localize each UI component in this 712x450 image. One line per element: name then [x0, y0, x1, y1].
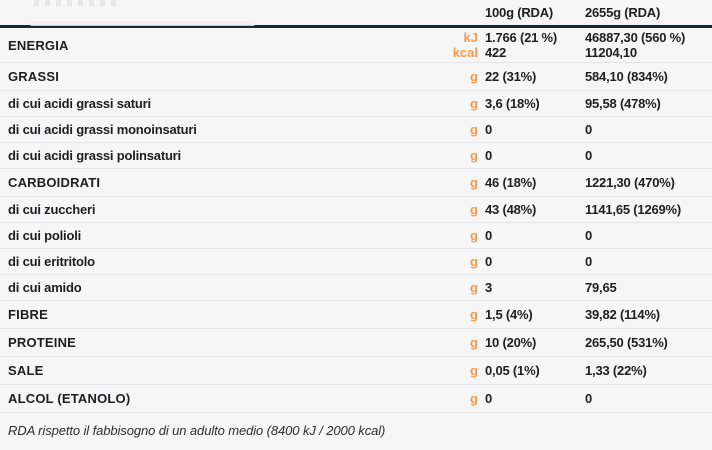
row-value-100g: 0 [485, 254, 493, 269]
row-label: ALCOL (ETANOLO) [8, 391, 131, 406]
table-row: di cui acidi grassi monoinsaturi g 0 0 [0, 117, 712, 143]
table-row: di cui eritritolo g 0 0 [0, 249, 712, 275]
row-value-2655g: 0 [585, 122, 593, 137]
row-label: ENERGIA [8, 37, 69, 53]
row-label: FIBRE [8, 307, 48, 322]
row-unit: g [470, 175, 478, 190]
row-value-100g: 0 [485, 148, 493, 163]
row-label: di cui acidi grassi saturi [8, 96, 151, 111]
table-row: ALCOL (ETANOLO) g 0 0 [0, 385, 712, 413]
row-value-2655g: 95,58 (478%) [585, 96, 661, 111]
table-header-row: 100g (RDA) 2655g (RDA) [0, 0, 712, 28]
row-label: di cui acidi grassi polinsaturi [8, 148, 181, 163]
table-row: GRASSI g 22 (31%) 584,10 (834%) [0, 63, 712, 91]
row-value-2655g: 1,33 (22%) [585, 363, 647, 378]
table-row: ENERGIA kJ kcal 1.766 (21 %) 422 46887,30 … [0, 28, 712, 63]
row-unit: g [470, 335, 478, 350]
row-label: di cui eritritolo [8, 254, 95, 269]
table-row: SALE g 0,05 (1%) 1,33 (22%) [0, 357, 712, 385]
row-unit: g [470, 307, 478, 322]
row-value-100g: 43 (48%) [485, 202, 537, 217]
row-value-2655g: 79,65 [585, 280, 617, 295]
row-value-100g: 0,05 (1%) [485, 363, 540, 378]
row-value-100g: 22 (31%) [485, 69, 537, 84]
rda-footnote: RDA rispetto il fabbisogno di un adulto … [8, 423, 386, 438]
row-value-2655g: 39,82 (114%) [585, 307, 660, 322]
row-label: PROTEINE [8, 335, 77, 350]
row-label: di cui polioli [8, 228, 82, 243]
row-unit: g [470, 122, 478, 137]
scan-smudge-artifact [30, 21, 255, 26]
clipped-text-artifact [34, 0, 120, 6]
row-value-2655g: 1141,65 (1269%) [585, 202, 682, 217]
row-label: SALE [8, 363, 44, 378]
table-row: di cui zuccheri g 43 (48%) 1141,65 (1269… [0, 197, 712, 223]
row-value-2655g: 584,10 (834%) [585, 69, 668, 84]
column-header-100g: 100g (RDA) [485, 5, 554, 20]
row-unit: g [470, 69, 478, 84]
table-row: di cui amido g 3 79,65 [0, 275, 712, 301]
row-unit: g [470, 254, 478, 269]
row-unit: g [470, 96, 478, 111]
row-value-100g: 46 (18%) [485, 175, 537, 190]
row-value-2655g: 265,50 (531%) [585, 335, 668, 350]
row-label: di cui acidi grassi monoinsaturi [8, 122, 197, 137]
row-unit: g [470, 202, 478, 217]
row-unit: g [470, 391, 478, 406]
row-label: GRASSI [8, 69, 60, 84]
table-row: PROTEINE g 10 (20%) 265,50 (531%) [0, 329, 712, 357]
row-unit: g [470, 148, 478, 163]
row-unit: g [470, 280, 478, 295]
row-value-2655g: 0 [585, 254, 593, 269]
row-value-2655g: 0 [585, 228, 593, 243]
row-value-100g: 0 [485, 122, 493, 137]
row-value-2655g: 1221,30 (470%) [585, 175, 675, 190]
row-value-2655g: 0 [585, 148, 593, 163]
row-label: di cui amido [8, 280, 82, 295]
row-unit: g [470, 363, 478, 378]
nutrition-table: 100g (RDA) 2655g (RDA) ENERGIA kJ kcal 1.… [0, 0, 712, 438]
row-value-100g: 1,5 (4%) [485, 307, 533, 322]
row-value-100g: 1.766 (21 %) 422 [485, 30, 558, 60]
row-value-100g: 0 [485, 391, 493, 406]
row-label: CARBOIDRATI [8, 175, 101, 190]
table-body: ENERGIA kJ kcal 1.766 (21 %) 422 46887,30 … [0, 28, 712, 413]
row-value-100g: 0 [485, 228, 493, 243]
table-row: di cui polioli g 0 0 [0, 223, 712, 249]
row-unit: kJ kcal [452, 30, 478, 60]
column-header-2655g: 2655g (RDA) [585, 5, 661, 20]
row-value-100g: 3,6 (18%) [485, 96, 540, 111]
row-value-2655g: 0 [585, 391, 593, 406]
table-row: di cui acidi grassi saturi g 3,6 (18%) 9… [0, 91, 712, 117]
row-value-100g: 10 (20%) [485, 335, 537, 350]
table-row: di cui acidi grassi polinsaturi g 0 0 [0, 143, 712, 169]
row-label: di cui zuccheri [8, 202, 96, 217]
row-value-100g: 3 [485, 280, 493, 295]
table-row: FIBRE g 1,5 (4%) 39,82 (114%) [0, 301, 712, 329]
row-unit: g [470, 228, 478, 243]
row-value-2655g: 46887,30 (560 %) 11204,10 [585, 30, 686, 60]
table-row: CARBOIDRATI g 46 (18%) 1221,30 (470%) [0, 169, 712, 197]
